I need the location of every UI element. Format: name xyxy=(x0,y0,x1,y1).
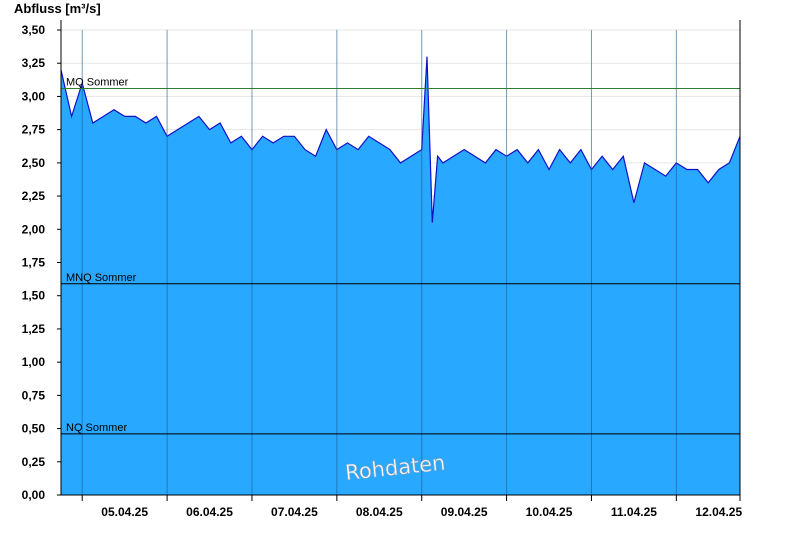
x-tick-labels: 05.04.25 06.04.25 07.04.25 08.04.25 09.04.25… xyxy=(101,505,742,519)
y-tick-label: 2,00 xyxy=(22,222,46,236)
x-tick-label: 05.04.25 xyxy=(101,505,148,519)
y-tick-label: 3,25 xyxy=(22,56,46,70)
y-tick-label: 2,25 xyxy=(22,189,46,203)
axes xyxy=(60,20,741,496)
x-tick-label: 12.04.25 xyxy=(695,505,742,519)
x-tick-label: 11.04.25 xyxy=(611,505,657,519)
day-divider-lines xyxy=(81,30,741,501)
y-tick-label: 3,50 xyxy=(22,23,46,37)
x-tick-label: 07.04.25 xyxy=(271,505,318,519)
y-tick-label: 0,00 xyxy=(22,488,46,502)
y-axis-label: Abfluss [m³/s] xyxy=(14,1,101,16)
y-tick-label: 1,75 xyxy=(22,256,46,270)
y-tick-label: 0,50 xyxy=(22,422,46,436)
y-tick-label: 2,75 xyxy=(22,123,46,137)
x-tick-label: 06.04.25 xyxy=(186,505,233,519)
x-tick-label: 08.04.25 xyxy=(356,505,403,519)
reference-line-label: NQ Sommer xyxy=(66,422,127,434)
y-tick-labels: 0,00 0,25 0,50 0,75 1,00 1,25 1,50 1,75 2,00 2,25… xyxy=(22,23,61,502)
y-tick-label: 1,25 xyxy=(22,322,46,336)
x-tick-label: 09.04.25 xyxy=(441,505,488,519)
y-tick-label: 3,00 xyxy=(22,89,46,103)
discharge-series-line xyxy=(60,56,741,223)
y-tick-label: 1,50 xyxy=(22,289,46,303)
reference-line-label: MNQ Sommer xyxy=(66,272,137,284)
reference-line-label: MQ Sommer xyxy=(66,76,129,88)
y-tick-label: 1,00 xyxy=(22,355,46,369)
reference-lines: MQ Sommer MNQ Sommer NQ Sommer xyxy=(61,76,740,435)
x-tick-label: 10.04.25 xyxy=(526,505,573,519)
discharge-area xyxy=(60,56,741,495)
y-tick-label: 0,25 xyxy=(22,455,46,469)
y-tick-label: 2,50 xyxy=(22,156,46,170)
discharge-area-fill xyxy=(61,56,740,495)
y-tick-label: 0,75 xyxy=(22,388,46,402)
